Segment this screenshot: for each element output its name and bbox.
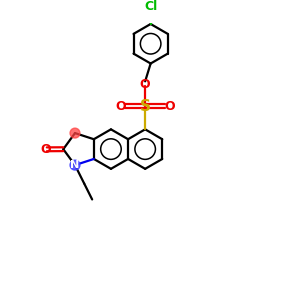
Text: S: S <box>140 98 151 113</box>
Text: O: O <box>115 100 126 112</box>
Text: O: O <box>140 78 151 92</box>
Text: O: O <box>40 143 51 156</box>
Circle shape <box>70 160 80 170</box>
Circle shape <box>70 128 80 138</box>
Text: O: O <box>164 100 175 112</box>
Text: Cl: Cl <box>144 0 157 13</box>
Text: N: N <box>70 160 80 170</box>
